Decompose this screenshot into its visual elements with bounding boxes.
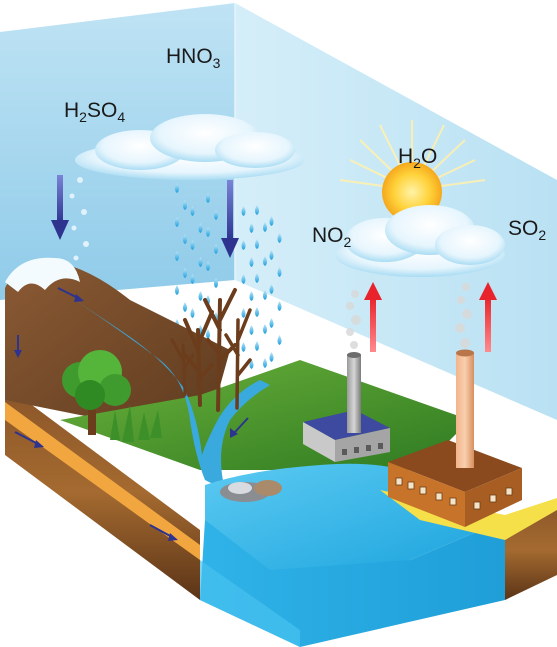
raindrop [214, 210, 218, 220]
lake-front-highlight [200, 560, 300, 647]
raindrop [198, 223, 203, 233]
green-tree [62, 350, 131, 435]
mountain [5, 261, 230, 440]
smokestack-orange [456, 353, 474, 468]
raindrop [183, 302, 187, 312]
raindrop [277, 233, 282, 243]
rock [220, 480, 282, 502]
snowflakes [69, 177, 89, 261]
raindrop [249, 257, 254, 267]
raindrop [263, 222, 267, 232]
raindrop [206, 329, 210, 339]
raindrop [255, 307, 259, 317]
raindrop [255, 341, 259, 351]
label-hno3: HNO3 [166, 45, 221, 71]
raindrop [249, 291, 254, 301]
raindrop [206, 193, 210, 203]
raindrop [277, 267, 282, 277]
raindrop [198, 291, 203, 301]
raindrop [249, 325, 254, 335]
raindrop [255, 273, 259, 283]
raindrop [263, 256, 267, 266]
raindrop [190, 274, 195, 284]
raindrop [175, 183, 179, 193]
raindrop [277, 301, 282, 311]
label-so2: SO2 [508, 217, 547, 243]
emission-arrow-right [479, 282, 497, 352]
raindrop [269, 318, 274, 328]
raindrop [241, 274, 246, 284]
emission-arrow-left [364, 282, 382, 352]
label-no2: NO2 [312, 224, 352, 250]
raindrop [263, 290, 267, 300]
factory-small [303, 410, 390, 462]
raindrop [269, 250, 274, 260]
raindrop [241, 240, 246, 250]
raindrop [175, 217, 179, 227]
raindrop [263, 324, 267, 334]
smokestack-grey [347, 355, 361, 433]
deposition-arrow-left [51, 175, 69, 240]
raindrop [190, 308, 195, 318]
raindrop [269, 284, 274, 294]
deposition-arrow-center [221, 180, 239, 258]
raindrop [249, 223, 254, 233]
raindrop [183, 268, 187, 278]
acid-rain-cloud [75, 114, 305, 180]
raindrop [183, 234, 187, 244]
raindrop [263, 358, 267, 368]
raindrop [255, 205, 259, 215]
raindrop [214, 278, 218, 288]
emission-cloud [335, 205, 505, 277]
sun [339, 120, 486, 222]
raindrop [206, 261, 210, 271]
smoke [346, 283, 472, 349]
raindrop [183, 200, 187, 210]
raindrop [198, 257, 203, 267]
raindrop [277, 335, 282, 345]
sand-layer [5, 402, 200, 560]
dead-trees [170, 288, 252, 412]
raindrop [269, 216, 274, 226]
raindrop [206, 227, 210, 237]
raindrop [241, 308, 246, 318]
factory-large [388, 440, 522, 527]
grass-tufts [110, 405, 162, 442]
raindrop [214, 244, 218, 254]
flow-arrows [14, 287, 249, 541]
raindrop [269, 352, 274, 362]
snow-cap [5, 257, 80, 292]
raindrop [255, 239, 259, 249]
raindrop [175, 285, 179, 295]
river [60, 290, 270, 490]
raindrop [241, 206, 246, 216]
raindrop [241, 342, 246, 352]
label-h2so4: H2SO4 [64, 99, 126, 125]
raindrop [175, 251, 179, 261]
raindrop [190, 206, 195, 216]
label-h2o: H2O [398, 145, 438, 171]
raindrop [190, 240, 195, 250]
